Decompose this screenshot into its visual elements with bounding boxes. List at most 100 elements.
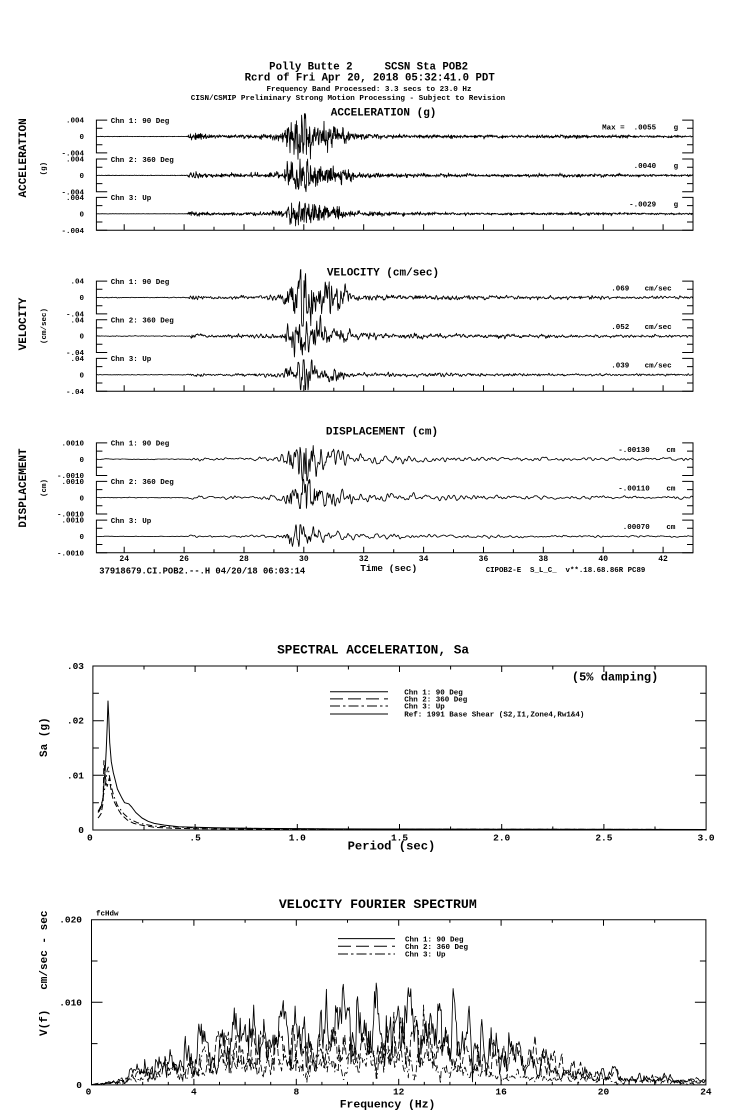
svg-text:8: 8: [293, 1087, 299, 1098]
svg-text:VELOCITY (cm/sec): VELOCITY (cm/sec): [327, 268, 439, 280]
svg-text:cm/sec: cm/sec: [645, 324, 673, 332]
svg-text:Chn 3: Up: Chn 3: Up: [111, 195, 152, 203]
svg-text:g: g: [674, 202, 679, 210]
svg-text:VELOCITY FOURIER SPECTRUM: VELOCITY FOURIER SPECTRUM: [279, 897, 477, 912]
svg-text:16: 16: [495, 1087, 507, 1098]
svg-text:Frequency (Hz): Frequency (Hz): [340, 1099, 436, 1111]
svg-text:Chn 3: Up: Chn 3: Up: [111, 518, 152, 526]
svg-text:12: 12: [393, 1087, 405, 1098]
svg-text:28: 28: [239, 555, 249, 564]
svg-text:-.004: -.004: [61, 228, 84, 236]
svg-text:.004: .004: [66, 195, 85, 203]
svg-text:(g): (g): [41, 162, 49, 176]
svg-text:30: 30: [299, 555, 309, 564]
svg-text:37918679.CI.POB2.--.H 04/20/18: 37918679.CI.POB2.--.H 04/20/18 06:03:14: [99, 566, 306, 576]
svg-text:1.0: 1.0: [289, 832, 306, 843]
svg-text:-.00130: -.00130: [618, 447, 650, 455]
svg-text:DISPLACEMENT: DISPLACEMENT: [18, 448, 30, 528]
svg-text:cm/sec: cm/sec: [645, 285, 673, 293]
svg-text:0: 0: [87, 832, 93, 843]
svg-text:-.04: -.04: [66, 350, 85, 358]
svg-text:Chn 2: 360 Deg: Chn 2: 360 Deg: [404, 697, 468, 705]
svg-text:20: 20: [598, 1087, 610, 1098]
svg-text:0: 0: [76, 1080, 82, 1091]
svg-text:.0010: .0010: [61, 518, 84, 526]
svg-text:fcHdw: fcHdw: [96, 911, 119, 919]
svg-text:CIPOB2-E S_L_C_ v**.18.68.86: CIPOB2-E S_L_C_ v**.18.68.86R PC89: [486, 567, 646, 575]
svg-text:.0010: .0010: [61, 479, 84, 487]
svg-text:0: 0: [79, 495, 84, 503]
svg-text:1.5: 1.5: [391, 832, 408, 843]
svg-text:42: 42: [658, 555, 668, 564]
svg-text:40: 40: [598, 555, 608, 564]
svg-text:Chn 3: Up: Chn 3: Up: [405, 952, 446, 960]
svg-text:Time (sec): Time (sec): [360, 563, 417, 574]
svg-text:.004: .004: [66, 157, 85, 165]
svg-text:(cm/sec): (cm/sec): [41, 308, 49, 344]
svg-text:-.04: -.04: [66, 312, 85, 320]
svg-text:Chn 2: 360 Deg: Chn 2: 360 Deg: [405, 944, 469, 952]
svg-text:SPECTRAL ACCELERATION, Sa: SPECTRAL ACCELERATION, Sa: [277, 643, 469, 658]
svg-text:-.0010: -.0010: [57, 512, 85, 520]
svg-text:cm: cm: [666, 486, 676, 494]
svg-text:-.0029: -.0029: [629, 202, 657, 210]
svg-text:Ref: 1991 Base Shear (S2,I1,Zo: Ref: 1991 Base Shear (S2,I1,Zone4,Rw1&4): [404, 712, 584, 720]
svg-text:Sa (g): Sa (g): [39, 717, 51, 757]
svg-text:2.0: 2.0: [493, 832, 510, 843]
svg-text:cm: cm: [666, 447, 676, 455]
svg-text:0: 0: [79, 211, 84, 219]
svg-text:Frequency Band Processed: 3.3: Frequency Band Processed: 3.3 secs to 23…: [266, 86, 471, 94]
svg-text:0: 0: [78, 825, 84, 836]
svg-text:.052: .052: [611, 324, 630, 332]
svg-text:-.004: -.004: [61, 189, 84, 197]
svg-text:CISN/CSMIP Preliminary Strong: CISN/CSMIP Preliminary Strong Motion Pro…: [191, 95, 506, 103]
svg-text:g: g: [674, 163, 679, 171]
svg-text:.0040: .0040: [634, 163, 657, 171]
svg-text:Period (sec): Period (sec): [348, 839, 436, 853]
svg-text:ACCELERATION: ACCELERATION: [18, 118, 30, 197]
svg-text:Chn 2: 360 Deg: Chn 2: 360 Deg: [111, 157, 175, 165]
svg-text:Max = .0055: Max = .0055: [602, 124, 657, 132]
svg-text:Polly Butte 2 SCSN Sta POB: Polly Butte 2 SCSN Sta POB2: [269, 61, 468, 73]
svg-text:.01: .01: [67, 770, 84, 781]
svg-text:-.0010: -.0010: [57, 550, 85, 558]
svg-text:0: 0: [79, 534, 84, 542]
svg-text:Chn 1: 90 Deg: Chn 1: 90 Deg: [404, 689, 463, 697]
svg-text:Chn 3: Up: Chn 3: Up: [404, 704, 445, 712]
svg-text:0: 0: [86, 1087, 92, 1098]
svg-text:.03: .03: [67, 661, 84, 672]
svg-text:24: 24: [119, 555, 129, 564]
svg-text:0: 0: [79, 457, 84, 465]
svg-text:Chn 2: 360 Deg: Chn 2: 360 Deg: [111, 479, 175, 487]
svg-text:2.5: 2.5: [595, 832, 612, 843]
svg-text:-.004: -.004: [61, 151, 84, 159]
svg-text:.020: .020: [59, 915, 82, 926]
svg-text:Chn 1: 90 Deg: Chn 1: 90 Deg: [111, 441, 170, 449]
svg-text:g: g: [674, 124, 679, 132]
svg-text:Chn 1: 90 Deg: Chn 1: 90 Deg: [111, 279, 170, 287]
svg-text:.0010: .0010: [61, 441, 84, 449]
svg-text:-.04: -.04: [66, 389, 85, 397]
svg-text:32: 32: [359, 555, 369, 564]
svg-text:.069: .069: [611, 285, 630, 293]
svg-text:4: 4: [191, 1087, 197, 1098]
svg-text:VELOCITY: VELOCITY: [18, 297, 30, 350]
svg-text:26: 26: [179, 555, 189, 564]
svg-text:(cm): (cm): [41, 479, 49, 497]
svg-text:0: 0: [79, 334, 84, 342]
svg-text:0: 0: [79, 295, 84, 303]
svg-text:0: 0: [79, 173, 84, 181]
svg-text:ACCELERATION (g): ACCELERATION (g): [331, 108, 437, 120]
svg-text:.00070: .00070: [623, 524, 651, 532]
svg-text:cm: cm: [666, 524, 676, 532]
svg-text:Rcrd of Fri Apr 20, 2018 05:32: Rcrd of Fri Apr 20, 2018 05:32:41.0 PDT: [245, 73, 496, 85]
svg-text:.5: .5: [189, 832, 201, 843]
svg-text:V(f) cm/sec - sec: V(f) cm/sec - sec: [39, 911, 51, 1036]
svg-text:24: 24: [700, 1087, 712, 1098]
svg-text:.004: .004: [66, 118, 85, 126]
svg-text:.04: .04: [70, 317, 84, 325]
svg-text:Chn 1: 90 Deg: Chn 1: 90 Deg: [111, 118, 170, 126]
svg-text:36: 36: [479, 555, 489, 564]
svg-text:.02: .02: [67, 716, 84, 727]
svg-text:Chn 2: 360 Deg: Chn 2: 360 Deg: [111, 318, 175, 326]
